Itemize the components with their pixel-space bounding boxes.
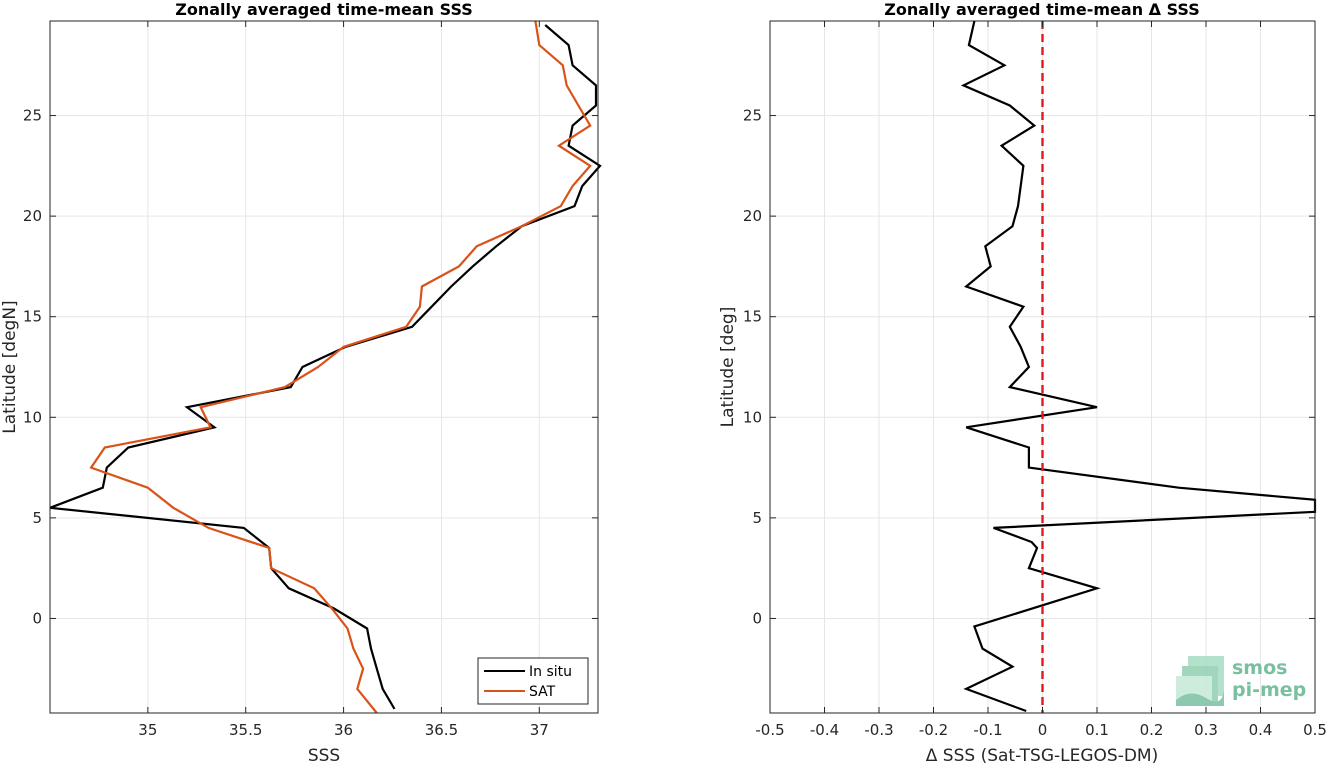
- left-x-axis-label: SSS: [308, 746, 340, 764]
- right-y-tick-label: 20: [743, 207, 762, 225]
- smos-pi-mep-logo: smos pi-mep: [1176, 656, 1306, 706]
- left-y-tick-label: 5: [32, 509, 42, 527]
- logo-wave-icon: [1176, 656, 1224, 706]
- right-y-tick-label: 15: [743, 308, 762, 326]
- logo-line2: pi-mep: [1232, 679, 1306, 701]
- left-x-tick-label: 37: [530, 721, 549, 739]
- right-x-axis-label: Δ SSS (Sat-TSG-LEGOS-DM): [926, 746, 1158, 764]
- right-x-tick-label: 0.1: [1085, 721, 1109, 739]
- right-chart-title: Zonally averaged time-mean Δ SSS: [884, 0, 1200, 19]
- right-x-tick-label: -0.5: [755, 721, 784, 739]
- logo-line1: smos: [1232, 657, 1287, 679]
- right-y-axis-label: Latitude [deg]: [718, 307, 738, 428]
- left-plot-area: [50, 21, 598, 713]
- right-x-tick-label: 0.3: [1194, 721, 1218, 739]
- right-y-tick-label: 10: [743, 408, 762, 426]
- right-x-tick-label: 0.5: [1303, 721, 1327, 739]
- right-x-tick-label: -0.1: [973, 721, 1002, 739]
- right-x-tick-label: 0.4: [1249, 721, 1273, 739]
- left-x-tick-label: 35: [138, 721, 157, 739]
- right-y-tick-label: 25: [743, 107, 762, 125]
- left-legend: In situ SAT: [477, 657, 589, 705]
- left-y-tick-label: 25: [23, 107, 42, 125]
- right-x-tick-label: -0.2: [919, 721, 948, 739]
- left-x-tick-label: 35.5: [229, 721, 262, 739]
- left-y-tick-label: 0: [32, 609, 42, 627]
- left-y-tick-label: 10: [23, 408, 42, 426]
- right-series: [960, 20, 1317, 713]
- right-chart-panel: -0.5 -0.4 -0.3 -0.2 -0.1 0 0.1 0.2 0.3 0.4 0.5 0 5 10…: [718, 0, 1327, 764]
- left-chart-title: Zonally averaged time-mean SSS: [175, 0, 473, 19]
- left-axes-box: [49, 20, 599, 714]
- right-series-delta-sss-line: [960, 20, 1317, 713]
- left-grid: [50, 21, 598, 713]
- legend-label-in-situ: In situ: [529, 664, 572, 680]
- right-x-tick-label: -0.3: [864, 721, 893, 739]
- left-y-tick-label: 20: [23, 207, 42, 225]
- left-y-axis-label: Latitude [degN]: [0, 300, 20, 433]
- right-y-tick-label: 0: [752, 609, 762, 627]
- legend-label-sat: SAT: [529, 684, 556, 700]
- right-ticks: -0.5 -0.4 -0.3 -0.2 -0.1 0 0.1 0.2 0.3 0.4 0.5 0 5 10…: [743, 21, 1327, 739]
- left-series: [49, 20, 602, 714]
- right-x-tick-label: 0: [1038, 721, 1048, 739]
- right-x-tick-label: 0.2: [1140, 721, 1164, 739]
- left-x-tick-label: 36.5: [425, 721, 458, 739]
- legend-box: [477, 657, 589, 705]
- left-series-sat-line: [89, 20, 592, 714]
- left-ticks: 35 35.5 36 36.5 37 0 5 10 15 20 25: [23, 21, 598, 739]
- left-y-tick-label: 15: [23, 308, 42, 326]
- right-x-tick-label: -0.4: [810, 721, 839, 739]
- left-chart-panel: 35 35.5 36 36.5 37 0 5 10 15 20 25 Zonally average…: [0, 0, 602, 764]
- left-x-tick-label: 36: [334, 721, 353, 739]
- right-y-tick-label: 5: [752, 509, 762, 527]
